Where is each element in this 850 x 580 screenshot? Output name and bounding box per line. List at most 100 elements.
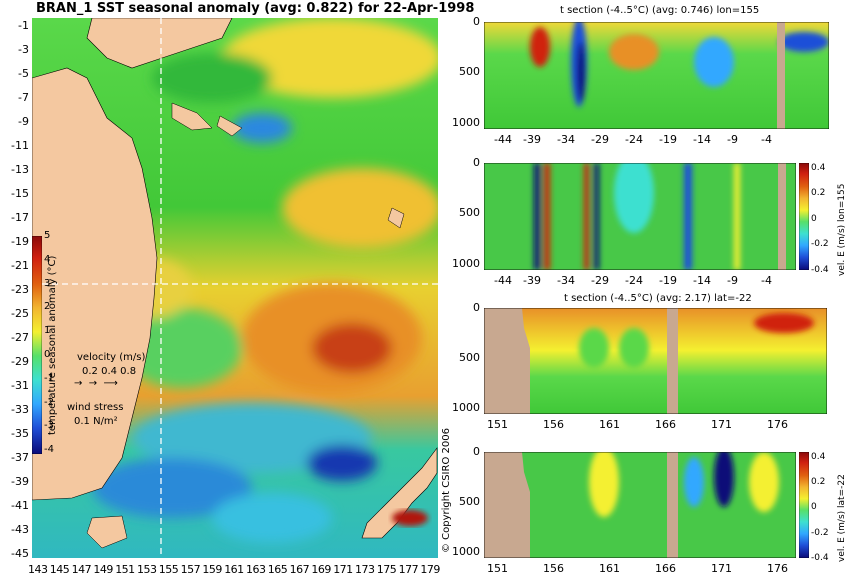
panel2-y-tick: 1000 (452, 256, 480, 270)
nz-warm-patch (392, 510, 428, 526)
main-y-tick: -31 (11, 379, 29, 392)
main-colorbar-tick: 3 (44, 277, 51, 289)
main-colorbar-tick: 5 (44, 230, 51, 241)
main-colorbar-tick: -2 (44, 396, 54, 408)
main-y-tick: -15 (11, 187, 29, 200)
panel4-colorbar-tick: -0.2 (811, 527, 829, 538)
panel4-colorbar-tick: -0.4 (811, 552, 829, 563)
panel2-colorbar-tick: 0 (811, 213, 817, 224)
main-x-tick: 157 (180, 563, 201, 576)
panel1-x-tick: -19 (659, 133, 677, 146)
panel2-velocity-section-lon155 (484, 163, 796, 270)
main-x-tick: 151 (115, 563, 135, 576)
main-x-tick: 161 (224, 563, 244, 576)
panel1-x-tick: -44 (494, 133, 512, 146)
main-x-tick: 159 (202, 563, 222, 576)
main-y-tick: -33 (11, 403, 29, 416)
panel3-x-tick: 171 (711, 418, 732, 431)
panel2-x-tick: -19 (659, 274, 677, 287)
panel3-x-tick: 161 (599, 418, 620, 431)
panel1-y-tick: 1000 (452, 115, 480, 129)
new-zealand-landmass (361, 447, 438, 539)
panel4-x-tick: 166 (655, 562, 676, 575)
panel4-colorbar-tick: 0.2 (811, 477, 826, 488)
velocity-legend-values: 0.2 0.4 0.8 (82, 366, 137, 377)
main-x-tick: 155 (158, 563, 179, 576)
panel4-y-tick: 0 (473, 445, 480, 458)
main-x-tick: 163 (246, 563, 266, 576)
main-y-tick: -45 (11, 547, 29, 560)
panel2-colorbar-tick: 0.4 (811, 163, 826, 173)
panel2-colorbar (799, 163, 809, 270)
panel4-x-tick: 171 (711, 562, 732, 575)
panel1-temp-section-lon155 (484, 22, 829, 129)
main-x-tick: 165 (267, 563, 288, 576)
main-colorbar-tick: -1 (44, 372, 54, 384)
panel4-colorbar-tick: 0 (811, 502, 817, 513)
main-x-tick: 175 (376, 563, 397, 576)
main-y-tick: -39 (11, 475, 29, 488)
panel2-x-tick: -34 (557, 274, 575, 287)
panel2-x-tick: -9 (727, 274, 738, 287)
main-y-tick: -19 (11, 235, 29, 248)
panel2-x-tick: -44 (494, 274, 512, 287)
main-y-tick: -35 (11, 427, 29, 440)
panel2-colorbar-label: vel. E (m/s) lon=155 (837, 183, 847, 276)
main-x-tick: 145 (49, 563, 70, 576)
main-map-title: BRAN_1 SST seasonal anomaly (avg: 0.822)… (36, 1, 475, 16)
panel4-x-tick: 176 (767, 562, 788, 575)
panel4-velocity-section-lat22 (484, 452, 796, 558)
main-colorbar-tick: 0 (44, 349, 51, 360)
main-sst-anomaly-map (32, 18, 438, 558)
main-x-tick: 167 (289, 563, 310, 576)
panel3-y-tick: 1000 (452, 400, 480, 414)
panel4-colorbar-label: vel. E (m/s) lat=-22 (837, 474, 847, 562)
panel4-y-tick: 500 (459, 494, 480, 508)
main-y-tick: -23 (11, 283, 29, 296)
panel4-colorbar (799, 452, 809, 558)
panel1-y-tick: 500 (459, 65, 480, 79)
main-y-tick: -43 (11, 523, 29, 536)
panel2-y-tick: 0 (473, 156, 480, 169)
main-y-tick: -25 (11, 307, 29, 320)
main-y-tick: -5 (18, 67, 29, 80)
main-y-tick: -27 (11, 331, 29, 344)
panel4-y-tick: 1000 (452, 544, 480, 558)
main-y-tick: -9 (18, 115, 29, 128)
panel2-colorbar-tick: -0.2 (811, 239, 829, 250)
panel2-colorbar-tick: -0.4 (811, 264, 829, 275)
panel4-x-tick: 161 (599, 562, 620, 575)
main-colorbar-tick: -3 (44, 420, 54, 432)
wind-legend-value: 0.1 N/m² (74, 416, 118, 427)
solomon-islands (171, 102, 213, 131)
panel3-y-tick: 0 (473, 301, 480, 314)
panel3-x-tick: 151 (487, 418, 508, 431)
velocity-legend-arrows: → → ⟶ (74, 378, 118, 389)
main-colorbar-tick: 4 (44, 253, 51, 265)
panel3-x-tick: 166 (655, 418, 676, 431)
main-y-tick: -7 (18, 91, 29, 104)
main-colorbar-label: temperature seasonal anomaly (°C) (47, 255, 58, 435)
main-y-tick: -11 (11, 139, 29, 152)
panel4-x-tick: 156 (543, 562, 564, 575)
panel1-title: t section (-4..5°C) (avg: 0.746) lon=155 (560, 5, 760, 16)
main-x-tick: 147 (71, 563, 92, 576)
panel1-x-tick: -29 (591, 133, 609, 146)
panel1-x-tick: -4 (761, 133, 772, 146)
panel3-title: t section (-4..5°C) (avg: 2.17) lat=-22 (564, 293, 752, 304)
island-small-a (216, 115, 243, 137)
main-colorbar-tick: 2 (44, 301, 51, 313)
main-x-tick: 169 (311, 563, 331, 576)
panel3-temp-section-lat22 (484, 308, 827, 414)
main-colorbar-tick: -4 (44, 444, 54, 456)
panel2-y-tick: 500 (459, 206, 480, 220)
main-x-tick: 149 (93, 563, 113, 576)
tasmania-landmass (86, 515, 128, 549)
main-y-tick: -37 (11, 451, 29, 464)
main-x-tick: 179 (420, 563, 440, 576)
main-y-tick: -1 (18, 19, 29, 32)
panel1-x-tick: -14 (693, 133, 711, 146)
main-y-tick: -29 (11, 355, 29, 368)
png-landmass (86, 18, 233, 69)
main-y-tick: -17 (11, 211, 29, 224)
